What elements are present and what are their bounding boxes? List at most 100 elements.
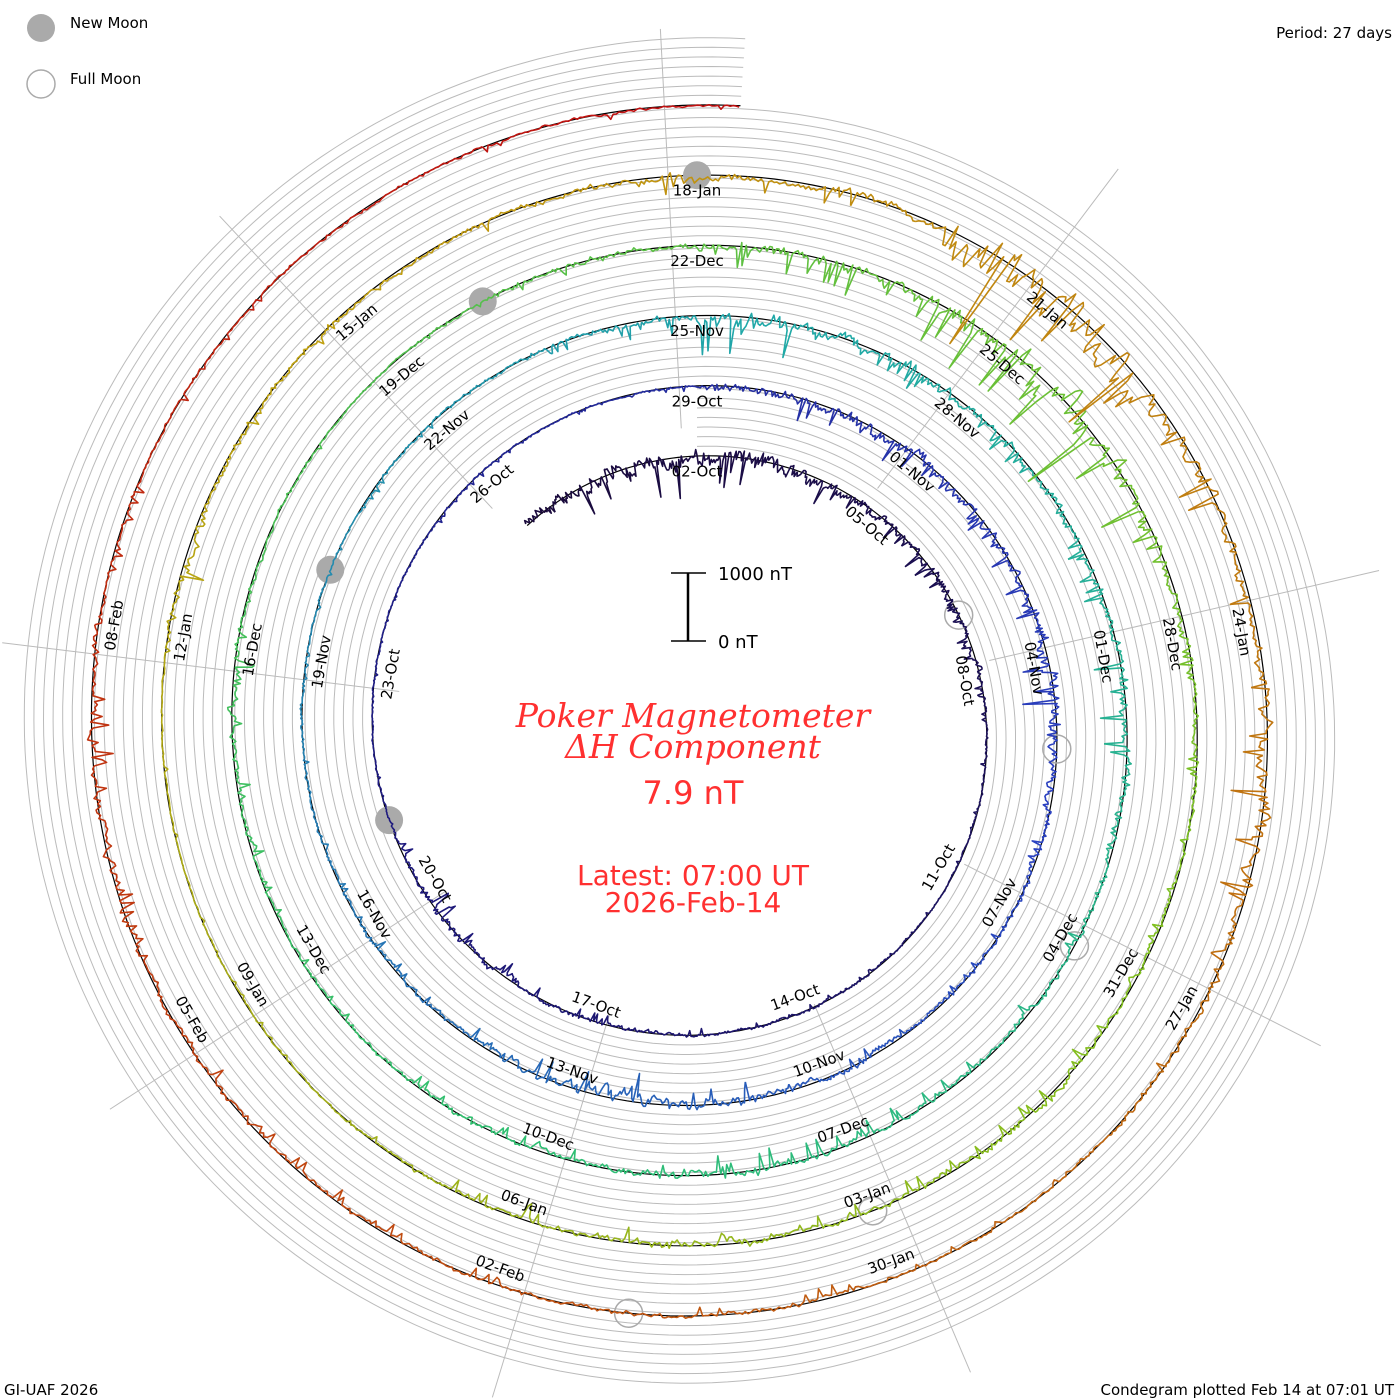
- date-label: 23-Oct: [377, 647, 404, 700]
- trace-segment: [391, 826, 414, 863]
- trace-segment: [616, 1226, 681, 1249]
- date-label: 08-Oct: [952, 654, 979, 707]
- trace-segment: [250, 1011, 292, 1063]
- trace-segment: [371, 712, 375, 752]
- full-moon-marker: [1059, 931, 1090, 961]
- trace-segment: [741, 1224, 805, 1247]
- trace-segment: [537, 256, 594, 278]
- trace-segment: [1009, 366, 1084, 425]
- trace-segment: [797, 1135, 850, 1164]
- grid-spoke: [659, 28, 682, 429]
- scale-top-label: 1000 nT: [718, 564, 793, 585]
- trace-segment: [326, 534, 347, 578]
- trace-segment: [407, 862, 429, 898]
- trace-segment: [433, 1095, 481, 1126]
- grid-spoke: [877, 168, 1119, 489]
- trace-segment: [826, 483, 857, 509]
- trace-segment: [712, 1027, 749, 1036]
- legend: New Moon Full Moon: [26, 14, 148, 99]
- trace-segment: [1229, 551, 1254, 620]
- trace-segment: [1067, 1025, 1104, 1080]
- trace-segment: [1230, 754, 1272, 827]
- new-moon-icon: [27, 14, 55, 42]
- trace-segment: [736, 1294, 807, 1315]
- trace-segment: [980, 761, 987, 798]
- trace-segment: [830, 1048, 872, 1078]
- trace-segment: [1103, 974, 1136, 1029]
- data-trace: [86, 104, 1274, 1319]
- trace-segment: [263, 500, 287, 554]
- trace-segment: [957, 404, 997, 442]
- trace-segment: [458, 466, 489, 496]
- trace-segment: [796, 469, 827, 505]
- trace-segment: [875, 1256, 941, 1286]
- trace-segment: [1132, 510, 1168, 566]
- trace-segment: [795, 397, 840, 426]
- trace-segment: [433, 494, 460, 527]
- grid-spoke: [989, 570, 1380, 662]
- trace-segment: [978, 331, 1034, 392]
- trace-segment: [922, 891, 945, 921]
- trace-segment: [1103, 380, 1171, 436]
- trace-segment: [700, 451, 735, 489]
- trace-segment: [1188, 488, 1237, 553]
- trace-segment: [342, 887, 366, 929]
- trace-segment: [186, 1038, 227, 1101]
- trace-segment: [849, 191, 916, 223]
- trace-segment: [314, 405, 351, 453]
- grid-spiral: [33, 46, 1326, 1375]
- trace-segment: [900, 919, 925, 947]
- trace-segment: [1103, 743, 1132, 796]
- trace-segment: [298, 214, 357, 260]
- chart-subtitle: ΔH Component: [563, 727, 822, 766]
- trace-segment: [245, 829, 268, 883]
- trace-segment: [582, 1159, 637, 1176]
- trace-segment: [462, 204, 526, 234]
- trace-segment: [1190, 681, 1199, 743]
- trace-segment: [678, 1232, 743, 1248]
- trace-segment: [837, 408, 873, 436]
- trace-segment: [302, 758, 312, 805]
- trace-segment: [688, 312, 738, 356]
- trace-segment: [744, 1147, 799, 1177]
- trace-segment: [976, 691, 988, 727]
- trace-segment: [164, 365, 206, 425]
- trace-segment: [229, 718, 243, 776]
- trace-segment: [1022, 658, 1060, 701]
- trace-segment: [217, 956, 252, 1013]
- trace-segment: [878, 278, 936, 318]
- grid-spiral: [52, 65, 1307, 1355]
- date-label: 28-Dec: [1159, 616, 1186, 672]
- trace-segment: [748, 1017, 783, 1031]
- trace-segment: [284, 451, 316, 502]
- date-label: 18-Jan: [673, 182, 721, 200]
- trace-segment: [467, 366, 508, 395]
- trace-segment: [937, 974, 971, 1005]
- trace-segment: [374, 633, 384, 674]
- trace-segment: [494, 1048, 533, 1074]
- trace-segment: [1027, 408, 1111, 483]
- trace-segment: [830, 331, 877, 356]
- trace-segment: [802, 1203, 864, 1233]
- trace-segment: [372, 751, 383, 791]
- trace-segment: [1099, 694, 1129, 745]
- trace-segment: [379, 789, 394, 828]
- trace-segment: [1160, 431, 1212, 499]
- trace-segment: [477, 952, 514, 977]
- trace-segment: [1068, 323, 1134, 423]
- trace-segment: [690, 1155, 746, 1179]
- trace-segment: [940, 1221, 1003, 1258]
- trace-segment: [425, 892, 457, 928]
- grid-spoke: [219, 215, 493, 509]
- moon-markers: [316, 161, 1090, 1328]
- full-moon-icon: [26, 69, 56, 99]
- date-label: 30-Jan: [865, 1245, 917, 1278]
- trace-segment: [249, 257, 300, 311]
- trace-segment: [871, 431, 913, 462]
- date-label: 13-Dec: [292, 922, 334, 977]
- trace-segment: [845, 968, 875, 990]
- trace-segment: [649, 243, 710, 253]
- trace-segment: [665, 1306, 738, 1319]
- trace-segment: [815, 988, 847, 1008]
